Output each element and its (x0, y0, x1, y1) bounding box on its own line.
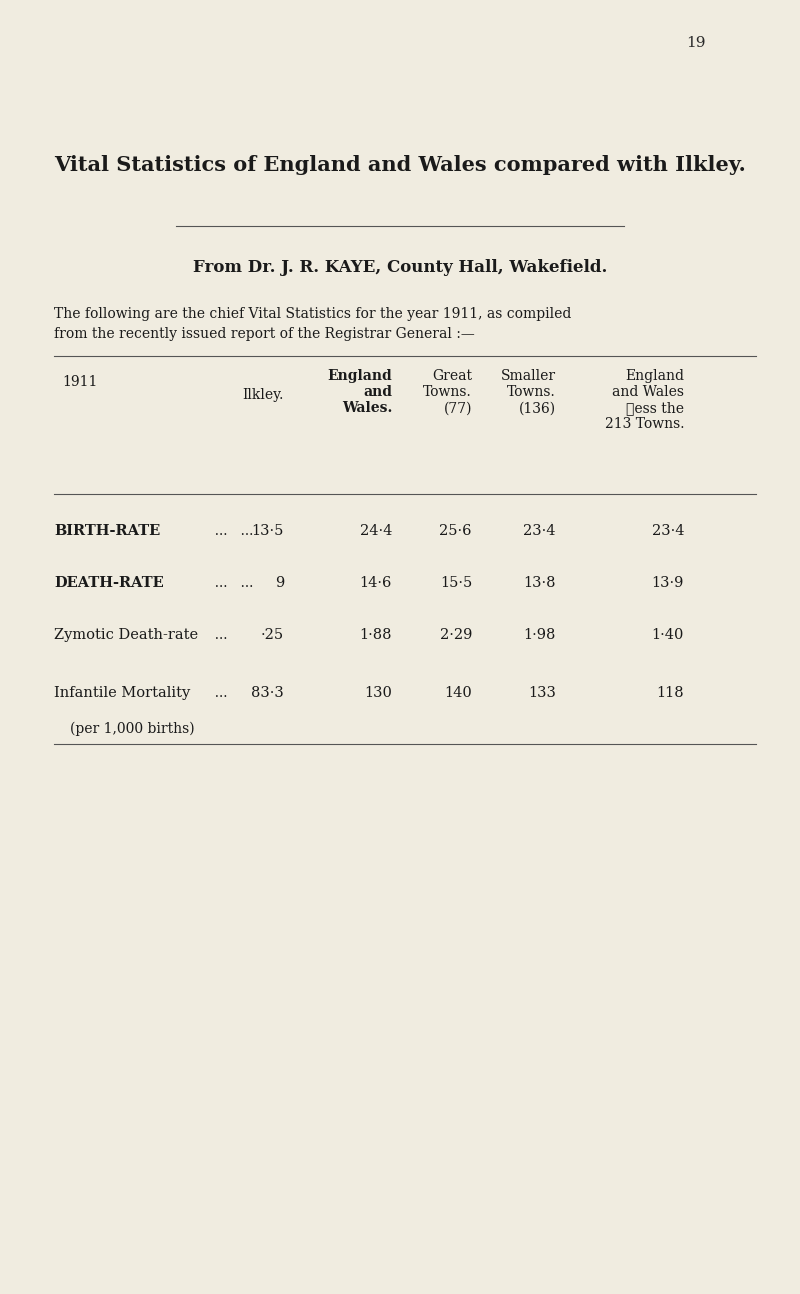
Text: 13·5: 13·5 (252, 524, 284, 538)
Text: BIRTH-RATE: BIRTH-RATE (54, 524, 161, 538)
Text: (per 1,000 births): (per 1,000 births) (70, 722, 195, 736)
Text: 23·4: 23·4 (651, 524, 684, 538)
Text: Zymotic Death-rate: Zymotic Death-rate (54, 628, 198, 642)
Text: DEATH-RATE: DEATH-RATE (54, 576, 164, 590)
Text: 24·4: 24·4 (360, 524, 392, 538)
Text: ...   ...: ... ... (206, 524, 254, 538)
Text: ...: ... (206, 686, 228, 700)
Text: 1·88: 1·88 (359, 628, 392, 642)
Text: 19: 19 (686, 36, 706, 50)
Text: 1911: 1911 (62, 375, 98, 389)
Text: 1·40: 1·40 (652, 628, 684, 642)
Text: 13·9: 13·9 (652, 576, 684, 590)
Text: 23·4: 23·4 (523, 524, 556, 538)
Text: 9: 9 (274, 576, 284, 590)
Text: Ilkley.: Ilkley. (242, 388, 284, 402)
Text: 118: 118 (656, 686, 684, 700)
Text: 133: 133 (528, 686, 556, 700)
Text: 140: 140 (444, 686, 472, 700)
Text: 13·8: 13·8 (523, 576, 556, 590)
Text: Vital Statistics of England and Wales compared with Ilkley.: Vital Statistics of England and Wales co… (54, 155, 746, 175)
Text: ...: ... (206, 628, 228, 642)
Text: 2·29: 2·29 (440, 628, 472, 642)
Text: 1·98: 1·98 (524, 628, 556, 642)
Text: 15·5: 15·5 (440, 576, 472, 590)
Text: ·25: ·25 (261, 628, 284, 642)
Text: 14·6: 14·6 (360, 576, 392, 590)
Text: 83·3: 83·3 (251, 686, 284, 700)
Text: 130: 130 (364, 686, 392, 700)
Text: Great
Towns.
(77): Great Towns. (77) (423, 369, 472, 415)
Text: From Dr. J. R. KAYE, County Hall, Wakefield.: From Dr. J. R. KAYE, County Hall, Wakefi… (193, 259, 607, 276)
Text: from the recently issued report of the Registrar General :—: from the recently issued report of the R… (54, 327, 475, 342)
Text: England
and Wales
ℓess the
213 Towns.: England and Wales ℓess the 213 Towns. (605, 369, 684, 431)
Text: England
and
Wales.: England and Wales. (327, 369, 392, 415)
Text: The following are the chief Vital Statistics for the year 1911, as compiled: The following are the chief Vital Statis… (54, 307, 572, 321)
Text: Infantile Mortality: Infantile Mortality (54, 686, 190, 700)
Text: ...   ...: ... ... (206, 576, 254, 590)
Text: Smaller
Towns.
(136): Smaller Towns. (136) (501, 369, 556, 415)
Text: 25·6: 25·6 (439, 524, 472, 538)
